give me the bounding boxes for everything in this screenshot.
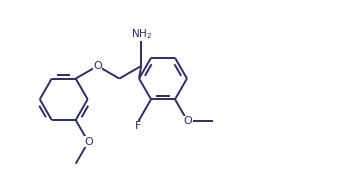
Text: NH$_2$: NH$_2$	[131, 27, 152, 41]
Text: F: F	[135, 121, 142, 131]
Text: O: O	[93, 61, 102, 71]
Text: O: O	[84, 137, 93, 147]
Text: O: O	[183, 116, 192, 126]
